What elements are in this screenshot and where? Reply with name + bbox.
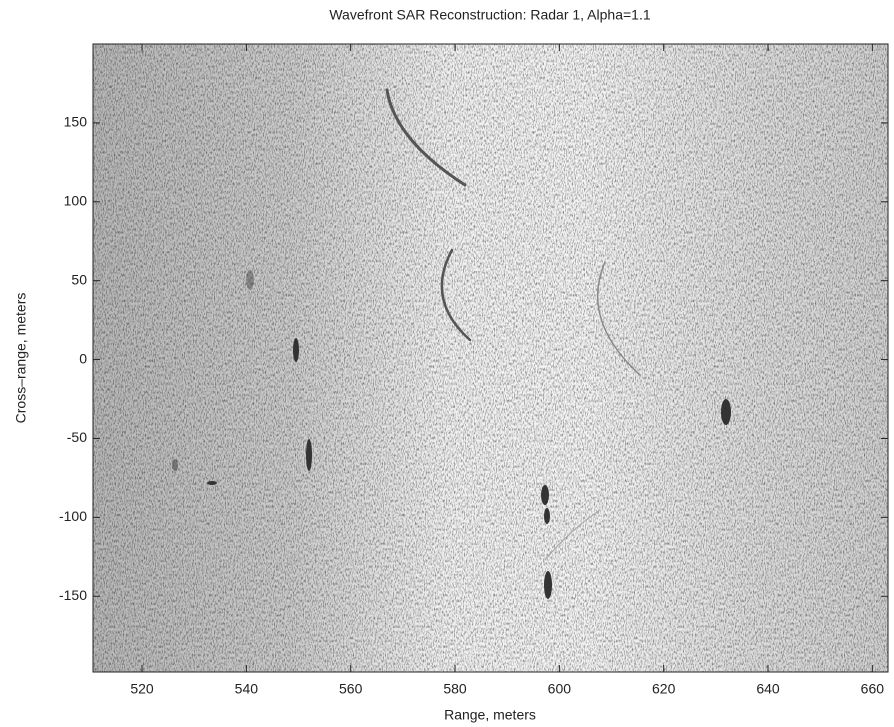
sar-image: [93, 44, 888, 672]
plot-frame: [92, 43, 889, 673]
x-tick-label: 520: [130, 681, 154, 697]
x-tick-label: 560: [339, 681, 363, 697]
y-axis-label: Cross–range, meters: [13, 293, 29, 424]
y-tick-label: 50: [71, 271, 87, 287]
y-tick-label: 100: [64, 192, 88, 208]
x-tick-label: 600: [548, 681, 572, 697]
y-tick-label: 150: [64, 114, 88, 130]
chart-title: Wavefront SAR Reconstruction: Radar 1, A…: [329, 7, 650, 23]
x-axis-label: Range, meters: [444, 707, 536, 723]
x-tick-label: 620: [652, 681, 676, 697]
y-tick-label: -50: [67, 429, 87, 445]
x-tick-label: 660: [861, 681, 885, 697]
x-tick-label: 580: [443, 681, 467, 697]
y-tick-label: 0: [79, 350, 87, 366]
x-tick-label: 640: [756, 681, 780, 697]
y-tick-label: -150: [59, 587, 87, 603]
x-tick-label: 540: [235, 681, 259, 697]
y-tick-label: -100: [59, 508, 87, 524]
